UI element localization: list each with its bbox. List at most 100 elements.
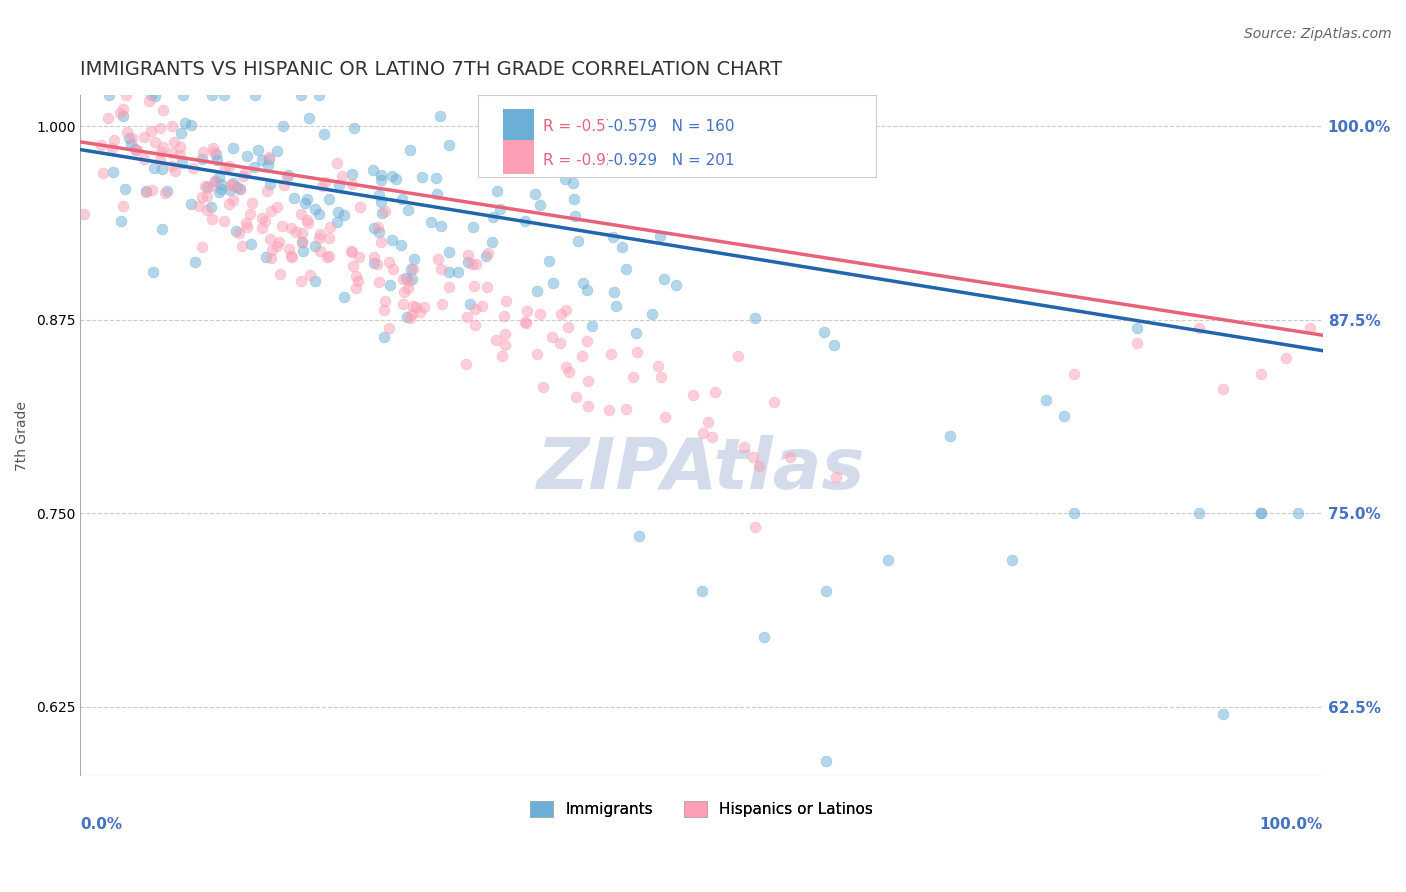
Hispanics or Latinos xyxy=(319,219,342,234)
Immigrants xyxy=(437,245,460,260)
Text: R = -0.579   N = 160: R = -0.579 N = 160 xyxy=(543,119,702,134)
Hispanics or Latinos xyxy=(260,203,283,218)
Hispanics or Latinos xyxy=(108,105,131,120)
Immigrants xyxy=(277,168,299,182)
Immigrants xyxy=(291,244,314,258)
Hispanics or Latinos xyxy=(349,200,371,214)
Immigrants xyxy=(401,261,423,276)
Hispanics or Latinos xyxy=(621,370,644,384)
Immigrants xyxy=(614,261,637,276)
Hispanics or Latinos xyxy=(366,257,388,271)
Immigrants xyxy=(396,203,419,218)
Hispanics or Latinos xyxy=(97,111,120,125)
Hispanics or Latinos xyxy=(280,249,302,263)
Immigrants xyxy=(411,169,433,184)
Immigrants xyxy=(225,180,247,194)
Hispanics or Latinos xyxy=(232,169,254,183)
Hispanics or Latinos xyxy=(550,307,572,321)
Hispanics or Latinos xyxy=(565,390,588,404)
Hispanics or Latinos xyxy=(155,186,177,201)
Hispanics or Latinos xyxy=(378,254,401,268)
Immigrants xyxy=(1001,552,1024,566)
Immigrants xyxy=(481,235,503,249)
Hispanics or Latinos xyxy=(531,380,554,394)
Immigrants xyxy=(624,326,647,341)
Hispanics or Latinos xyxy=(650,370,672,384)
Hispanics or Latinos xyxy=(340,177,363,191)
Hispanics or Latinos xyxy=(477,280,499,294)
Immigrants xyxy=(222,141,245,155)
Hispanics or Latinos xyxy=(1188,320,1211,334)
Immigrants xyxy=(184,255,207,269)
Immigrants xyxy=(145,88,167,103)
Hispanics or Latinos xyxy=(692,426,714,441)
Immigrants xyxy=(205,146,228,161)
Hispanics or Latinos xyxy=(200,178,222,193)
Immigrants xyxy=(1286,506,1309,520)
Hispanics or Latinos xyxy=(202,141,225,155)
Immigrants xyxy=(326,204,349,219)
Immigrants xyxy=(602,285,624,299)
Hispanics or Latinos xyxy=(278,242,301,256)
Hispanics or Latinos xyxy=(457,248,479,262)
Immigrants xyxy=(169,126,191,140)
Hispanics or Latinos xyxy=(401,307,423,321)
Hispanics or Latinos xyxy=(284,225,307,239)
Immigrants xyxy=(180,118,202,132)
Hispanics or Latinos xyxy=(626,344,648,359)
Hispanics or Latinos xyxy=(463,301,485,316)
Hispanics or Latinos xyxy=(219,178,242,192)
Immigrants xyxy=(363,256,385,270)
Hispanics or Latinos xyxy=(132,130,155,145)
Immigrants xyxy=(426,187,449,202)
Hispanics or Latinos xyxy=(326,155,349,169)
Hispanics or Latinos xyxy=(494,327,516,342)
Hispanics or Latinos xyxy=(471,299,494,313)
Hispanics or Latinos xyxy=(555,359,578,374)
Immigrants xyxy=(437,138,460,153)
Hispanics or Latinos xyxy=(228,226,250,240)
Hispanics or Latinos xyxy=(135,185,157,199)
Immigrants xyxy=(814,583,837,598)
Immigrants xyxy=(538,253,561,268)
Hispanics or Latinos xyxy=(188,199,211,213)
Immigrants xyxy=(485,184,508,198)
Hispanics or Latinos xyxy=(779,450,801,465)
Immigrants xyxy=(111,109,134,123)
Hispanics or Latinos xyxy=(73,207,96,221)
Hispanics or Latinos xyxy=(195,189,218,203)
Hispanics or Latinos xyxy=(392,285,415,299)
Immigrants xyxy=(1250,506,1272,520)
Hispanics or Latinos xyxy=(266,200,288,214)
Hispanics or Latinos xyxy=(169,140,191,154)
Immigrants xyxy=(370,173,392,187)
Hispanics or Latinos xyxy=(374,294,396,309)
Hispanics or Latinos xyxy=(291,235,314,250)
Immigrants xyxy=(437,265,460,279)
Hispanics or Latinos xyxy=(339,244,361,258)
Immigrants xyxy=(218,183,240,197)
Immigrants xyxy=(430,219,453,234)
Immigrants xyxy=(271,119,294,133)
Immigrants xyxy=(298,112,321,126)
Immigrants xyxy=(191,152,214,166)
Hispanics or Latinos xyxy=(103,132,125,146)
Hispanics or Latinos xyxy=(266,239,288,253)
Immigrants xyxy=(419,215,441,229)
Hispanics or Latinos xyxy=(240,196,263,211)
Immigrants xyxy=(101,165,124,179)
Immigrants xyxy=(370,168,392,182)
Immigrants xyxy=(401,271,423,285)
Hispanics or Latinos xyxy=(373,303,395,318)
Immigrants xyxy=(572,276,595,290)
Immigrants xyxy=(610,240,633,254)
Hispanics or Latinos xyxy=(112,199,135,213)
Hispanics or Latinos xyxy=(599,346,621,360)
Hispanics or Latinos xyxy=(276,170,298,185)
Hispanics or Latinos xyxy=(311,179,333,194)
Hispanics or Latinos xyxy=(143,135,166,149)
Hispanics or Latinos xyxy=(162,135,184,149)
Hispanics or Latinos xyxy=(195,203,218,218)
Hispanics or Latinos xyxy=(330,169,353,183)
Hispanics or Latinos xyxy=(554,303,576,318)
